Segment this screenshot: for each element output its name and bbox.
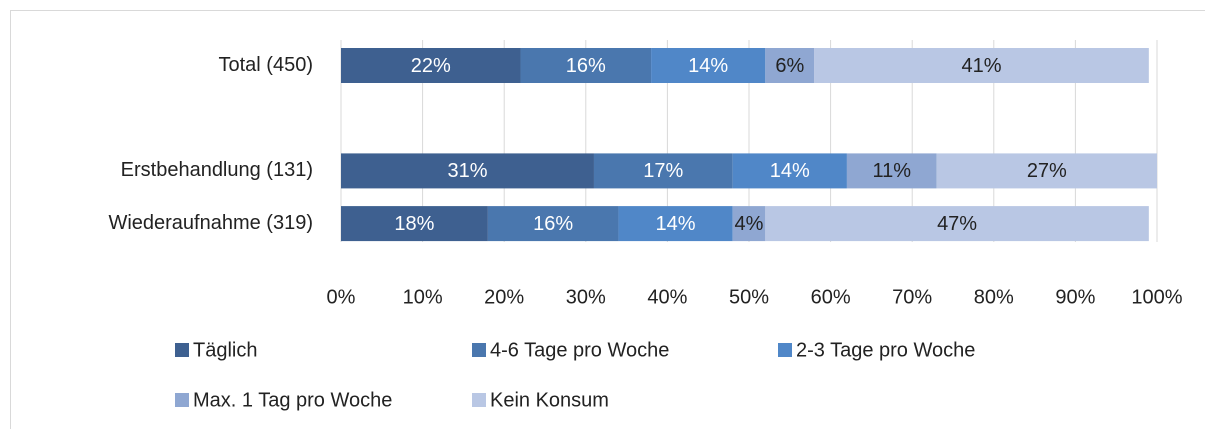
y-tick-label: Total (450): [219, 54, 314, 76]
legend-swatch: [175, 343, 189, 357]
legend-label: Max. 1 Tag pro Woche: [193, 389, 392, 411]
data-label: 41%: [962, 55, 1002, 77]
bar-segment: [765, 206, 1149, 242]
x-tick-label: 40%: [647, 286, 687, 308]
bar-segment: [732, 153, 847, 189]
data-label: 16%: [533, 213, 573, 235]
legend-swatch: [175, 393, 189, 407]
legend-label: 2-3 Tage pro Woche: [796, 339, 975, 361]
x-tick-label: 100%: [1131, 286, 1182, 308]
data-label: 22%: [411, 55, 451, 77]
bar-segment: [341, 48, 521, 83]
legend-swatch: [472, 393, 486, 407]
bar-segment: [341, 153, 594, 189]
data-label: 31%: [447, 160, 487, 182]
bar-segment: [593, 153, 733, 189]
bar-segment: [520, 48, 652, 83]
x-tick-label: 30%: [566, 286, 606, 308]
x-tick-label: 80%: [974, 286, 1014, 308]
data-label: 17%: [643, 160, 683, 182]
data-label: 14%: [688, 55, 728, 77]
x-tick-label: 20%: [484, 286, 524, 308]
data-label: 4%: [735, 213, 764, 235]
bar-segment: [765, 48, 815, 83]
bar-segment: [732, 206, 766, 242]
data-label: 11%: [873, 160, 912, 182]
legend-label: 4-6 Tage pro Woche: [490, 339, 669, 361]
data-label: 27%: [1027, 160, 1067, 182]
bar-segment: [846, 153, 937, 189]
legend-label: Kein Konsum: [490, 389, 609, 411]
data-label: 16%: [566, 55, 606, 77]
bar-segment: [936, 153, 1157, 189]
data-label: 47%: [937, 213, 977, 235]
data-label: 14%: [770, 160, 810, 182]
data-label: 6%: [775, 55, 804, 77]
bar-segment: [814, 48, 1149, 83]
data-label: 14%: [656, 213, 696, 235]
legend-swatch: [778, 343, 792, 357]
bar-segment: [651, 48, 766, 83]
legend-label: Täglich: [193, 339, 257, 361]
x-tick-label: 70%: [892, 286, 932, 308]
bar-segment: [341, 206, 488, 242]
data-label: 18%: [394, 213, 434, 235]
x-tick-label: 50%: [729, 286, 769, 308]
x-tick-label: 0%: [327, 286, 356, 308]
y-tick-label: Wiederaufnahme (319): [108, 212, 313, 234]
bar-segment: [618, 206, 733, 242]
y-tick-label: Erstbehandlung (131): [121, 159, 313, 181]
legend-swatch: [472, 343, 486, 357]
x-tick-label: 10%: [403, 286, 443, 308]
chart-border: [10, 10, 1205, 429]
bar-segment: [487, 206, 619, 242]
x-tick-label: 90%: [1055, 286, 1095, 308]
x-tick-label: 60%: [811, 286, 851, 308]
